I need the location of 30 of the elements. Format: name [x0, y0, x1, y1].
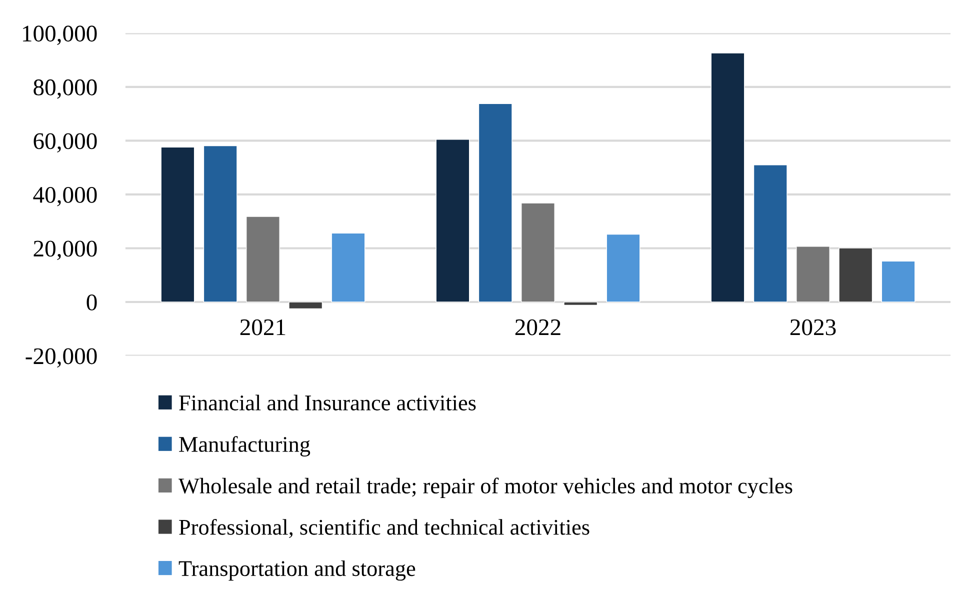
- x-tick-label: 2021: [240, 319, 286, 336]
- bar: [710, 52, 745, 302]
- bar: [521, 202, 555, 302]
- bar: [246, 216, 280, 302]
- y-tick-label: 40,000: [33, 186, 97, 206]
- bar: [478, 103, 512, 302]
- legend-label: Professional, scientific and technical activities: [179, 518, 590, 538]
- y-tick-label: 0: [86, 294, 97, 310]
- bar: [796, 246, 830, 302]
- bar: [436, 139, 470, 302]
- y-tick-label: 20,000: [34, 240, 97, 260]
- bar: [203, 145, 238, 302]
- bar: [881, 260, 916, 302]
- legend-label: Transportation and storage: [178, 560, 416, 581]
- legend-label: Wholesale and retail trade; repair of motor vehicles and motor cycles: [178, 478, 792, 498]
- bar: [753, 164, 788, 302]
- bar: [838, 248, 873, 302]
- bar: [288, 302, 323, 310]
- bar: [331, 232, 366, 302]
- x-tick-label: 2022: [515, 319, 560, 336]
- x-tick-label: 2023: [790, 319, 836, 336]
- legend-label: Financial and Insurance activities: [179, 394, 476, 410]
- y-tick-label: -20,000: [26, 348, 97, 368]
- bar: [606, 234, 640, 302]
- y-tick-label: 80,000: [34, 79, 97, 99]
- legend-label: Manufacturing: [179, 436, 310, 457]
- y-tick-label: 60,000: [34, 133, 97, 153]
- bar: [564, 302, 598, 306]
- bar: [160, 146, 195, 302]
- y-tick-label: 100,000: [23, 26, 97, 45]
